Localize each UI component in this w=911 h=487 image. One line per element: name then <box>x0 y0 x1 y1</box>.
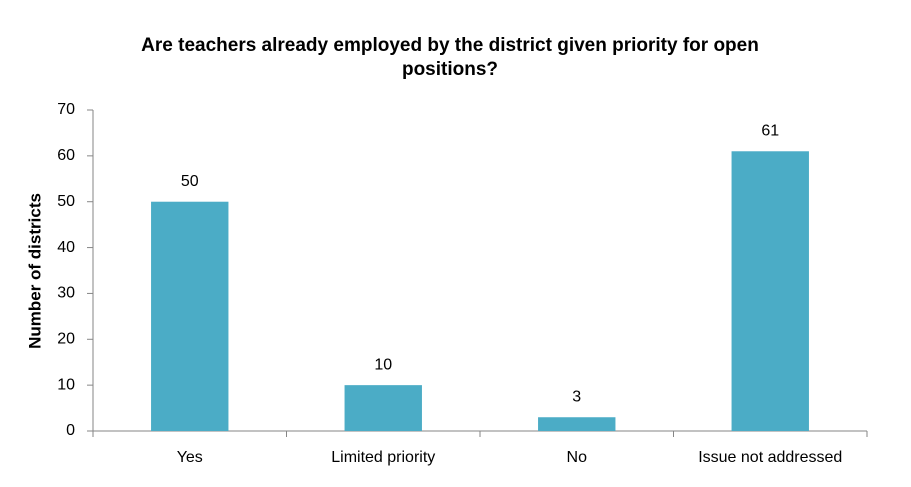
y-tick-label: 40 <box>57 239 75 256</box>
bar <box>151 201 229 431</box>
y-axis-label: Number of districts <box>25 193 44 349</box>
y-tick-label: 50 <box>57 193 75 210</box>
y-tick-label: 60 <box>57 147 75 164</box>
data-label: 3 <box>572 388 581 405</box>
x-tick-label: Yes <box>177 449 203 466</box>
bar <box>731 151 809 431</box>
y-tick-label: 10 <box>57 376 75 393</box>
y-tick-label: 0 <box>66 422 75 439</box>
bar <box>344 385 422 431</box>
y-tick-label: 70 <box>57 101 75 118</box>
data-label: 50 <box>181 173 199 190</box>
x-tick-label: No <box>567 449 588 466</box>
y-tick-label: 20 <box>57 331 75 348</box>
y-tick-label: 30 <box>57 285 75 302</box>
bar <box>538 417 616 431</box>
x-tick-label: Limited priority <box>331 449 435 466</box>
chart-title: Are teachers already employed by the dis… <box>141 35 759 80</box>
data-label: 61 <box>761 122 779 139</box>
data-label: 10 <box>374 356 392 373</box>
x-tick-label: Issue not addressed <box>698 449 842 466</box>
